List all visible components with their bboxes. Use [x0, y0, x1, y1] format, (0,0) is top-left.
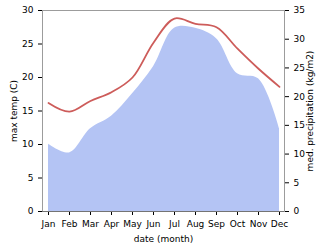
svg-text:5: 5	[294, 178, 300, 188]
svg-text:Jan: Jan	[41, 219, 56, 229]
svg-text:Mar: Mar	[82, 219, 99, 229]
svg-text:Dec: Dec	[271, 219, 288, 229]
svg-text:15: 15	[22, 106, 33, 116]
svg-text:Feb: Feb	[62, 219, 78, 229]
svg-text:date (month): date (month)	[134, 234, 193, 244]
svg-text:5: 5	[28, 173, 34, 183]
svg-text:May: May	[123, 219, 142, 229]
svg-text:0: 0	[294, 206, 300, 216]
svg-text:Aug: Aug	[187, 219, 205, 229]
svg-text:Jun: Jun	[145, 219, 160, 229]
svg-text:Sep: Sep	[208, 219, 225, 229]
svg-text:30: 30	[294, 34, 306, 44]
svg-text:med. precipitation (kg/m2): med. precipitation (kg/m2)	[305, 51, 315, 172]
svg-text:30: 30	[22, 5, 34, 15]
svg-text:Oct: Oct	[230, 219, 246, 229]
svg-text:25: 25	[22, 39, 33, 49]
svg-text:25: 25	[294, 63, 305, 73]
svg-text:Nov: Nov	[250, 219, 268, 229]
svg-text:35: 35	[294, 5, 305, 15]
svg-text:10: 10	[22, 139, 34, 149]
svg-text:10: 10	[294, 149, 306, 159]
svg-text:max temp (C): max temp (C)	[9, 80, 19, 142]
svg-text:20: 20	[22, 72, 34, 82]
svg-text:Apr: Apr	[104, 219, 120, 229]
svg-text:15: 15	[294, 120, 305, 130]
svg-text:20: 20	[294, 92, 306, 102]
svg-text:0: 0	[28, 206, 34, 216]
svg-text:Jul: Jul	[168, 219, 180, 229]
